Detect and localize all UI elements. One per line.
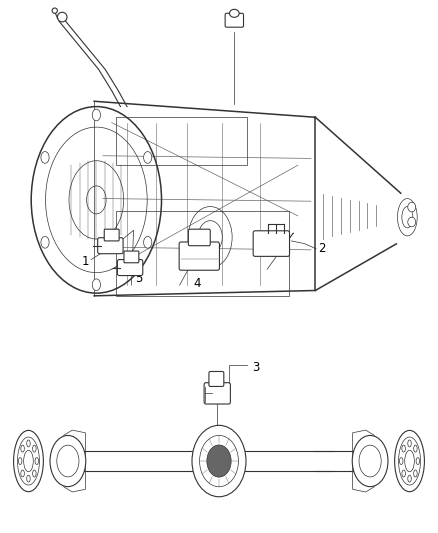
Ellipse shape bbox=[402, 470, 406, 477]
Ellipse shape bbox=[57, 12, 67, 22]
Ellipse shape bbox=[144, 237, 152, 248]
FancyBboxPatch shape bbox=[98, 238, 123, 254]
Ellipse shape bbox=[92, 109, 100, 121]
Ellipse shape bbox=[32, 470, 36, 477]
Ellipse shape bbox=[27, 475, 30, 482]
Ellipse shape bbox=[408, 217, 416, 227]
FancyBboxPatch shape bbox=[104, 229, 119, 241]
Ellipse shape bbox=[52, 8, 57, 13]
FancyBboxPatch shape bbox=[204, 383, 230, 404]
FancyBboxPatch shape bbox=[179, 242, 219, 270]
Text: 1: 1 bbox=[81, 255, 89, 268]
FancyBboxPatch shape bbox=[117, 260, 143, 276]
FancyBboxPatch shape bbox=[225, 13, 244, 27]
FancyBboxPatch shape bbox=[209, 372, 224, 386]
FancyBboxPatch shape bbox=[124, 251, 139, 263]
Ellipse shape bbox=[21, 470, 25, 477]
Ellipse shape bbox=[408, 475, 411, 482]
Ellipse shape bbox=[32, 445, 36, 452]
FancyBboxPatch shape bbox=[253, 231, 290, 256]
Ellipse shape bbox=[352, 435, 388, 487]
Ellipse shape bbox=[50, 435, 86, 487]
FancyBboxPatch shape bbox=[188, 229, 210, 246]
Ellipse shape bbox=[399, 457, 403, 464]
Ellipse shape bbox=[14, 431, 43, 491]
Ellipse shape bbox=[413, 445, 417, 452]
Ellipse shape bbox=[408, 202, 416, 212]
Ellipse shape bbox=[144, 151, 152, 163]
Text: 5: 5 bbox=[136, 272, 143, 285]
Ellipse shape bbox=[35, 457, 39, 464]
Ellipse shape bbox=[408, 440, 411, 447]
Ellipse shape bbox=[41, 237, 49, 248]
Ellipse shape bbox=[192, 425, 246, 497]
Ellipse shape bbox=[41, 151, 49, 163]
Ellipse shape bbox=[230, 10, 239, 17]
Text: 4: 4 bbox=[193, 277, 201, 290]
Ellipse shape bbox=[21, 445, 25, 452]
Text: 3: 3 bbox=[253, 361, 260, 374]
Ellipse shape bbox=[92, 279, 100, 290]
Ellipse shape bbox=[416, 457, 420, 464]
Ellipse shape bbox=[402, 445, 406, 452]
Ellipse shape bbox=[395, 431, 424, 491]
Ellipse shape bbox=[27, 440, 30, 447]
Ellipse shape bbox=[18, 457, 22, 464]
Ellipse shape bbox=[207, 445, 231, 477]
Text: 2: 2 bbox=[318, 243, 326, 255]
Ellipse shape bbox=[413, 470, 417, 477]
